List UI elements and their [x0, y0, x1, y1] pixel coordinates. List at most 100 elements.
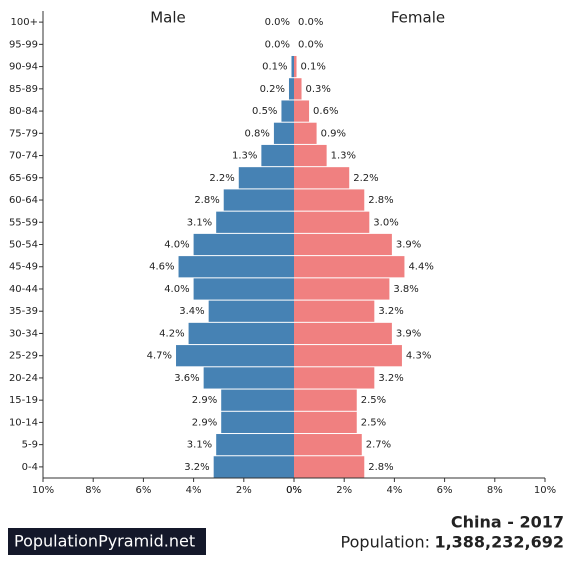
data-label: 0.5% [252, 106, 277, 117]
bar [273, 122, 294, 144]
bar [294, 100, 310, 122]
data-label: 0.9% [321, 128, 346, 139]
y-tick-label: 65-69 [9, 173, 38, 184]
data-label: 1.3% [232, 151, 257, 162]
data-label: 2.8% [368, 195, 393, 206]
data-label: 2.2% [353, 173, 378, 184]
y-tick-label: 95-99 [9, 39, 38, 50]
brand-box [8, 528, 206, 555]
y-tick-label: 0-4 [22, 462, 38, 473]
x-tick-label: 10% [32, 485, 54, 496]
x-tick-label: 8% [85, 485, 101, 496]
data-label: 3.6% [174, 373, 199, 384]
data-label: 3.9% [396, 240, 421, 251]
data-label: 4.2% [159, 328, 184, 339]
bar [281, 100, 294, 122]
x-tick-label: 4% [386, 485, 402, 496]
bar [216, 434, 294, 456]
bar [261, 144, 294, 167]
data-label: 3.1% [187, 440, 212, 451]
data-label: 4.0% [164, 240, 189, 251]
bar [294, 233, 392, 256]
y-tick-label: 55-59 [9, 217, 38, 228]
bar [294, 144, 327, 167]
bar [294, 367, 375, 389]
population-value: 1,388,232,692 [434, 533, 564, 552]
data-label: 2.5% [361, 417, 386, 428]
y-tick-label: 30-34 [9, 328, 38, 339]
data-label: 4.3% [406, 351, 431, 362]
data-label: 0.6% [313, 106, 338, 117]
x-tick-label: 6% [437, 485, 453, 496]
x-tick-label: 10% [534, 485, 556, 496]
bar [294, 189, 365, 211]
bar [294, 434, 362, 456]
bar [294, 456, 365, 478]
bar [238, 167, 294, 189]
data-label: 2.9% [192, 417, 217, 428]
y-tick-label: 35-39 [9, 306, 38, 317]
data-label: 3.0% [373, 217, 398, 228]
bar [294, 256, 405, 278]
y-tick-label: 5-9 [22, 440, 38, 451]
bar [291, 55, 294, 78]
data-label: 3.8% [393, 284, 418, 295]
bar [221, 411, 294, 434]
data-label: 4.7% [147, 351, 172, 362]
data-label: 2.7% [366, 440, 391, 451]
y-tick-label: 90-94 [9, 62, 38, 73]
bar [193, 233, 294, 256]
y-tick-label: 60-64 [9, 195, 38, 206]
y-tick-label: 70-74 [9, 151, 38, 162]
data-label: 4.6% [149, 262, 174, 273]
bar [213, 456, 294, 478]
bar [203, 367, 294, 389]
data-label: 4.0% [164, 284, 189, 295]
y-tick-label: 10-14 [9, 417, 38, 428]
data-label: 0.0% [265, 39, 290, 50]
data-label: 0.8% [245, 128, 270, 139]
data-label: 2.2% [209, 173, 234, 184]
bar [294, 389, 357, 411]
bar [294, 55, 297, 78]
y-tick-label: 40-44 [9, 284, 38, 295]
brand: PopulationPyramid.net [14, 532, 195, 551]
legend-label: Male [150, 9, 186, 27]
bar [223, 189, 294, 211]
bar [294, 122, 317, 144]
data-label: 0.1% [262, 62, 287, 73]
data-label: 2.5% [361, 395, 386, 406]
x-tick-label: 6% [135, 485, 151, 496]
bar [208, 300, 294, 322]
data-label: 0.3% [306, 84, 331, 95]
data-label: 0.0% [265, 17, 290, 28]
bar [294, 411, 357, 434]
country-title: China - 2017 [451, 513, 564, 532]
bar [294, 345, 402, 367]
bar [294, 278, 390, 300]
data-label: 0.0% [298, 39, 323, 50]
bar [294, 300, 375, 322]
data-label: 0.2% [260, 84, 285, 95]
bar [294, 78, 302, 100]
data-label: 3.9% [396, 328, 421, 339]
data-label: 3.2% [184, 462, 209, 473]
y-tick-label: 45-49 [9, 262, 38, 273]
bar [294, 211, 370, 233]
legend-label: Female [391, 9, 445, 27]
data-label: 0.1% [301, 62, 326, 73]
bar [294, 167, 350, 189]
data-label: 1.3% [331, 151, 356, 162]
bar [288, 78, 294, 100]
x-tick-label: 0% [286, 485, 302, 496]
population-label: Population: [341, 533, 430, 552]
bar [188, 322, 294, 345]
x-tick-label: 0% [286, 485, 302, 496]
data-label: 3.2% [378, 373, 403, 384]
data-label: 0.0% [298, 17, 323, 28]
y-tick-label: 85-89 [9, 84, 38, 95]
data-label: 2.8% [194, 195, 219, 206]
x-tick-label: 8% [487, 485, 503, 496]
data-label: 3.2% [378, 306, 403, 317]
